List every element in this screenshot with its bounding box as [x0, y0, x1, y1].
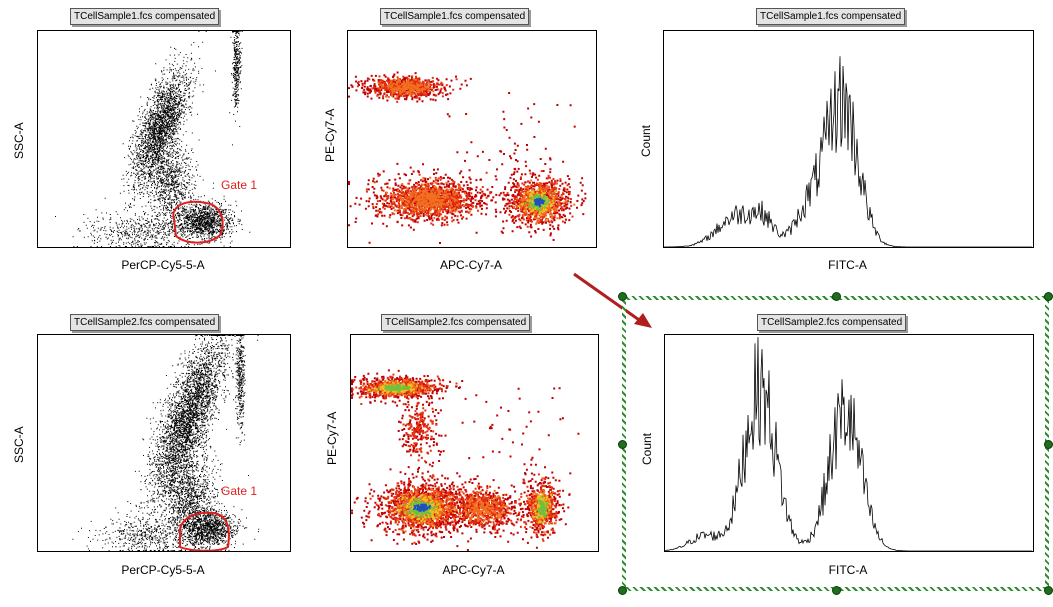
plot-title-2[interactable]: TCellSample1.fcs compensated — [380, 8, 530, 25]
x-axis-label-5: APC-Cy7-A — [442, 563, 505, 577]
scatter-plot-2[interactable] — [37, 334, 291, 552]
y-axis-label-4: SSC-A — [12, 426, 26, 463]
density-layer-2 — [362, 379, 557, 534]
resize-handle-e[interactable] — [1044, 440, 1053, 449]
scatter-plot-1[interactable] — [37, 30, 291, 248]
scatter-points — [55, 31, 251, 247]
resize-handle-sw[interactable] — [618, 586, 627, 595]
gate-label-2[interactable]: Gate 1 — [221, 484, 258, 498]
y-axis-label-3: Count — [639, 124, 653, 157]
resize-handle-s[interactable] — [832, 586, 841, 595]
x-axis-label-4: PerCP-Cy5-5-A — [121, 563, 205, 577]
histogram-plot-1[interactable] — [663, 30, 1034, 248]
scatter-points — [72, 335, 260, 551]
y-axis-label-1: SSC-A — [12, 122, 26, 159]
histogram-trace — [665, 337, 1032, 551]
gate-polygon[interactable] — [178, 511, 230, 551]
x-axis-label-2: APC-Cy7-A — [439, 258, 502, 272]
x-axis-label-1: PerCP-Cy5-5-A — [121, 258, 205, 272]
resize-handle-nw[interactable] — [618, 292, 627, 301]
resize-handle-w[interactable] — [618, 440, 627, 449]
plot-title-4[interactable]: TCellSample2.fcs compensated — [70, 314, 220, 331]
plot-title-3[interactable]: TCellSample1.fcs compensated — [756, 8, 906, 25]
resize-handle-ne[interactable] — [1044, 292, 1053, 301]
x-axis-label-3: FITC-A — [828, 258, 867, 272]
gate-polygon[interactable] — [172, 200, 224, 244]
density-layer-5 — [413, 503, 431, 512]
density-layer-0 — [348, 71, 587, 244]
y-axis-label-2: PE-Cy7-A — [323, 108, 337, 162]
plot-title-5[interactable]: TCellSample2.fcs compensated — [381, 314, 531, 331]
density-layer-5 — [534, 197, 545, 208]
gate-label-1[interactable]: Gate 1 — [221, 178, 258, 192]
density-layer-2 — [377, 78, 576, 225]
density-plot-1[interactable] — [347, 30, 597, 248]
histogram-trace — [664, 56, 1032, 247]
resize-handle-n[interactable] — [832, 292, 841, 301]
resize-handle-se[interactable] — [1044, 586, 1053, 595]
plot-title-1[interactable]: TCellSample1.fcs compensated — [70, 8, 220, 25]
histogram-plot-2[interactable] — [664, 334, 1034, 552]
y-axis-label-5: PE-Cy7-A — [325, 411, 339, 465]
density-plot-2[interactable] — [350, 334, 599, 552]
plot-title-6[interactable]: TCellSample2.fcs compensated — [757, 314, 907, 331]
y-axis-label-6: Count — [640, 432, 654, 465]
x-axis-label-6: FITC-A — [828, 563, 868, 577]
density-layer-3 — [368, 380, 553, 527]
